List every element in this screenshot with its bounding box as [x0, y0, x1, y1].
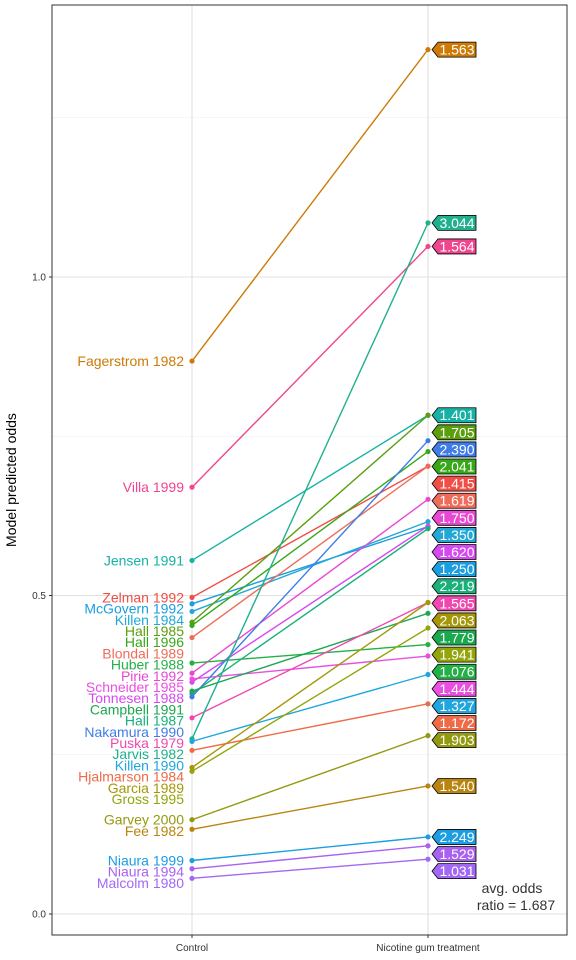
- avg-odds-line-1: avg. odds: [482, 880, 543, 896]
- x-tick-label: Nicotine gum treatment: [376, 943, 480, 954]
- ratio-label: 1.250: [439, 561, 474, 577]
- control-point: [189, 817, 194, 822]
- y-tick-label: 1.0: [32, 273, 46, 284]
- treatment-point: [425, 244, 430, 249]
- treatment-point: [425, 526, 430, 531]
- control-point: [189, 623, 194, 628]
- control-point: [189, 671, 194, 676]
- control-point: [189, 858, 194, 863]
- treatment-point: [425, 843, 430, 848]
- treatment-point: [425, 733, 430, 738]
- control-point: [189, 827, 194, 832]
- treatment-point: [425, 464, 430, 469]
- treatment-point: [425, 701, 430, 706]
- ratio-label: 1.444: [439, 681, 474, 697]
- ratio-label: 1.750: [439, 510, 474, 526]
- control-point: [189, 485, 194, 490]
- control-point: [189, 358, 194, 363]
- ratio-label: 3.044: [439, 215, 474, 231]
- ratio-label: 1.564: [439, 238, 474, 254]
- treatment-point: [425, 783, 430, 788]
- treatment-point: [425, 857, 430, 862]
- ratio-label: 2.063: [439, 612, 474, 628]
- study-label: Villa 1999: [123, 479, 184, 495]
- study-label: Fee 1982: [125, 823, 184, 839]
- control-point: [189, 866, 194, 871]
- treatment-point: [425, 438, 430, 443]
- ratio-label: 1.779: [439, 630, 474, 646]
- control-point: [189, 769, 194, 774]
- treatment-point: [425, 834, 430, 839]
- ratio-label: 1.529: [439, 846, 474, 862]
- ratio-label: 1.941: [439, 647, 474, 663]
- ratio-label: 1.705: [439, 424, 474, 440]
- ratio-label: 1.172: [439, 715, 474, 731]
- ratio-label: 1.401: [439, 407, 474, 423]
- control-point: [189, 601, 194, 606]
- ratio-label: 2.041: [439, 459, 474, 475]
- control-point: [189, 660, 194, 665]
- study-label: Fagerstrom 1982: [77, 353, 184, 369]
- control-point: [189, 676, 194, 681]
- ratio-label: 1.565: [439, 595, 474, 611]
- ratio-label: 1.563: [439, 42, 474, 58]
- study-label: Gross 1995: [112, 791, 185, 807]
- y-axis-title: Model predicted odds: [3, 413, 19, 547]
- y-tick-label: 0.0: [32, 910, 46, 921]
- ratio-label: 1.903: [439, 732, 474, 748]
- avg-odds-line-2: ratio = 1.687: [477, 897, 555, 913]
- ratio-label: 1.415: [439, 476, 474, 492]
- study-label: Jensen 1991: [104, 552, 184, 568]
- control-point: [189, 876, 194, 881]
- ratio-label: 1.619: [439, 493, 474, 509]
- ratio-label: 1.031: [439, 863, 474, 879]
- treatment-point: [425, 519, 430, 524]
- control-point: [189, 748, 194, 753]
- treatment-point: [425, 672, 430, 677]
- treatment-point: [425, 642, 430, 647]
- ratio-label: 1.620: [439, 544, 474, 560]
- control-point: [189, 558, 194, 563]
- treatment-point: [425, 220, 430, 225]
- control-point: [189, 715, 194, 720]
- ratio-label: 1.076: [439, 664, 474, 680]
- control-point: [189, 688, 194, 693]
- ratio-label: 1.540: [439, 778, 474, 794]
- study-label: Malcolm 1980: [97, 875, 184, 891]
- control-point: [189, 739, 194, 744]
- treatment-point: [425, 625, 430, 630]
- ratio-label: 2.249: [439, 829, 474, 845]
- treatment-point: [425, 653, 430, 658]
- y-tick-label: 0.5: [32, 591, 46, 602]
- ratio-label: 2.390: [439, 441, 474, 457]
- treatment-point: [425, 611, 430, 616]
- x-tick-label: Control: [176, 943, 208, 954]
- ratio-label: 1.327: [439, 698, 474, 714]
- ratio-label: 1.350: [439, 527, 474, 543]
- treatment-point: [425, 47, 430, 52]
- treatment-point: [425, 413, 430, 418]
- treatment-point: [425, 600, 430, 605]
- treatment-point: [425, 497, 430, 502]
- ratio-label: 2.219: [439, 578, 474, 594]
- control-point: [189, 609, 194, 614]
- control-point: [189, 694, 194, 699]
- treatment-point: [425, 449, 430, 454]
- control-point: [189, 635, 194, 640]
- control-point: [189, 595, 194, 600]
